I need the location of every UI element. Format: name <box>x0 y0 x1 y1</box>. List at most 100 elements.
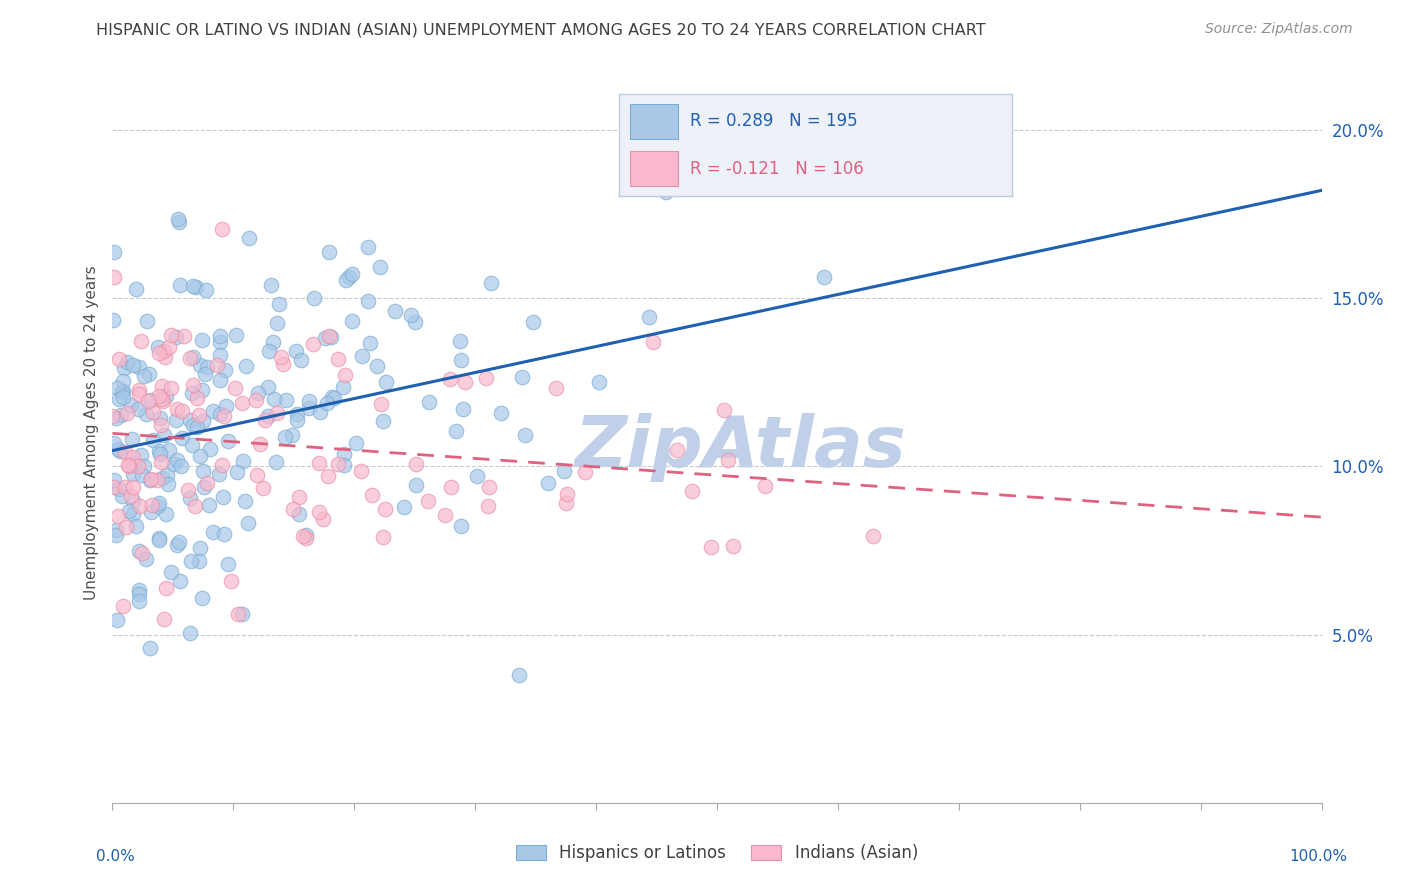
Point <box>219 574 242 589</box>
Point <box>195 476 218 491</box>
Point <box>146 473 169 487</box>
Point <box>132 368 155 383</box>
Point <box>141 498 163 512</box>
Point <box>208 334 231 349</box>
Point <box>352 349 374 363</box>
Point <box>142 433 165 447</box>
Point <box>121 433 143 447</box>
Point <box>404 315 426 329</box>
Point <box>260 278 283 293</box>
Point <box>217 558 239 572</box>
Point <box>333 368 356 382</box>
Point <box>120 398 142 412</box>
Point <box>368 260 391 274</box>
Point <box>169 278 191 293</box>
Point <box>284 344 307 359</box>
Point <box>416 493 439 508</box>
Point <box>165 329 187 343</box>
Point <box>274 430 297 444</box>
Point <box>190 333 212 347</box>
Point <box>112 361 135 376</box>
Point <box>340 314 363 328</box>
Point <box>489 407 512 421</box>
Point <box>315 396 337 410</box>
Point <box>142 405 165 419</box>
Point <box>309 405 332 419</box>
Point <box>181 378 204 392</box>
Point <box>128 594 150 608</box>
Point <box>127 459 149 474</box>
Point <box>101 312 124 326</box>
Text: 0.0%: 0.0% <box>96 849 135 864</box>
Point <box>122 358 145 372</box>
Point <box>148 495 170 509</box>
Point <box>181 351 204 365</box>
Point <box>183 417 205 432</box>
Point <box>205 359 228 373</box>
Point <box>450 353 472 368</box>
Point <box>191 464 214 478</box>
Point <box>285 407 308 421</box>
Point <box>160 327 183 342</box>
Point <box>131 546 153 560</box>
Point <box>344 436 367 450</box>
Point <box>285 413 308 427</box>
Point <box>153 427 176 442</box>
Point <box>103 480 125 494</box>
Point <box>202 404 225 418</box>
Point <box>188 409 211 423</box>
Point <box>148 444 170 458</box>
Text: R = 0.289   N = 195: R = 0.289 N = 195 <box>689 112 858 130</box>
Point <box>160 565 183 579</box>
Point <box>136 394 159 409</box>
Point <box>172 404 194 418</box>
Point <box>184 500 207 514</box>
Bar <box>630 104 678 139</box>
Point <box>444 424 467 438</box>
Point <box>152 344 174 359</box>
Bar <box>630 151 678 186</box>
Point <box>129 499 152 513</box>
Point <box>129 334 152 349</box>
Point <box>290 352 312 367</box>
Point <box>179 626 201 640</box>
Point <box>114 480 136 494</box>
Point <box>131 468 153 483</box>
Point <box>328 457 350 471</box>
Point <box>153 612 176 626</box>
Point <box>115 406 138 420</box>
Point <box>186 391 208 405</box>
Point <box>214 363 236 377</box>
Point <box>141 505 163 519</box>
Point <box>405 478 427 492</box>
Point <box>148 531 170 545</box>
Point <box>249 436 271 450</box>
Point <box>114 445 136 459</box>
Point <box>340 267 363 281</box>
Point <box>405 457 427 471</box>
Point <box>139 393 162 408</box>
Point <box>318 245 340 260</box>
Point <box>225 327 247 342</box>
Point <box>166 452 188 467</box>
Point <box>225 465 247 479</box>
Point <box>148 499 170 513</box>
Point <box>198 498 221 512</box>
Point <box>508 668 530 682</box>
Point <box>181 279 204 293</box>
Point <box>193 480 215 494</box>
Point <box>115 355 138 369</box>
Point <box>122 450 145 465</box>
Point <box>202 524 225 539</box>
Point <box>169 574 191 588</box>
Point <box>110 443 132 458</box>
Point <box>536 475 558 490</box>
Point <box>717 452 740 467</box>
Point <box>112 390 135 404</box>
Point <box>180 437 202 451</box>
Point <box>148 345 170 359</box>
Point <box>266 406 288 420</box>
Point <box>128 387 150 401</box>
Point <box>298 393 321 408</box>
Point <box>588 375 610 389</box>
